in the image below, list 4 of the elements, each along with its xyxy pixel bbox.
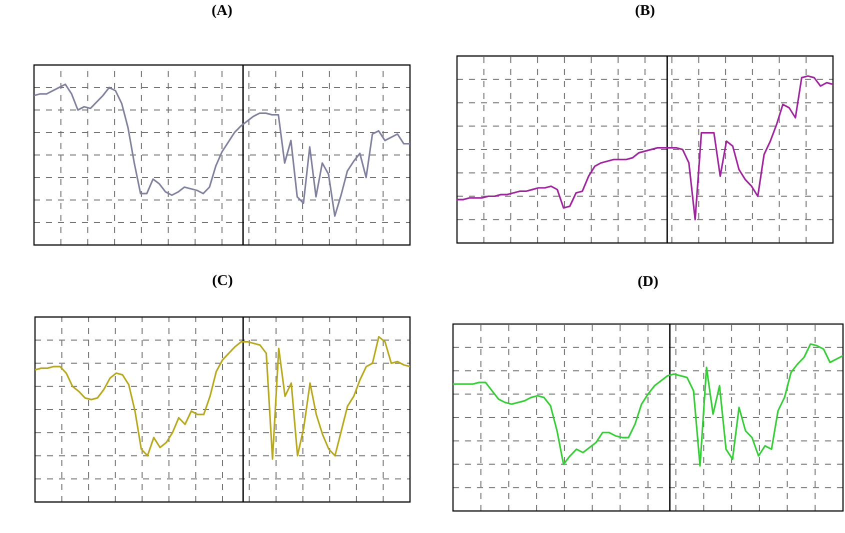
chart-title: (A)	[212, 4, 232, 18]
chart-title: (B)	[636, 4, 654, 18]
chart-title: (D)	[638, 276, 658, 290]
chart-title: (C)	[212, 274, 232, 288]
